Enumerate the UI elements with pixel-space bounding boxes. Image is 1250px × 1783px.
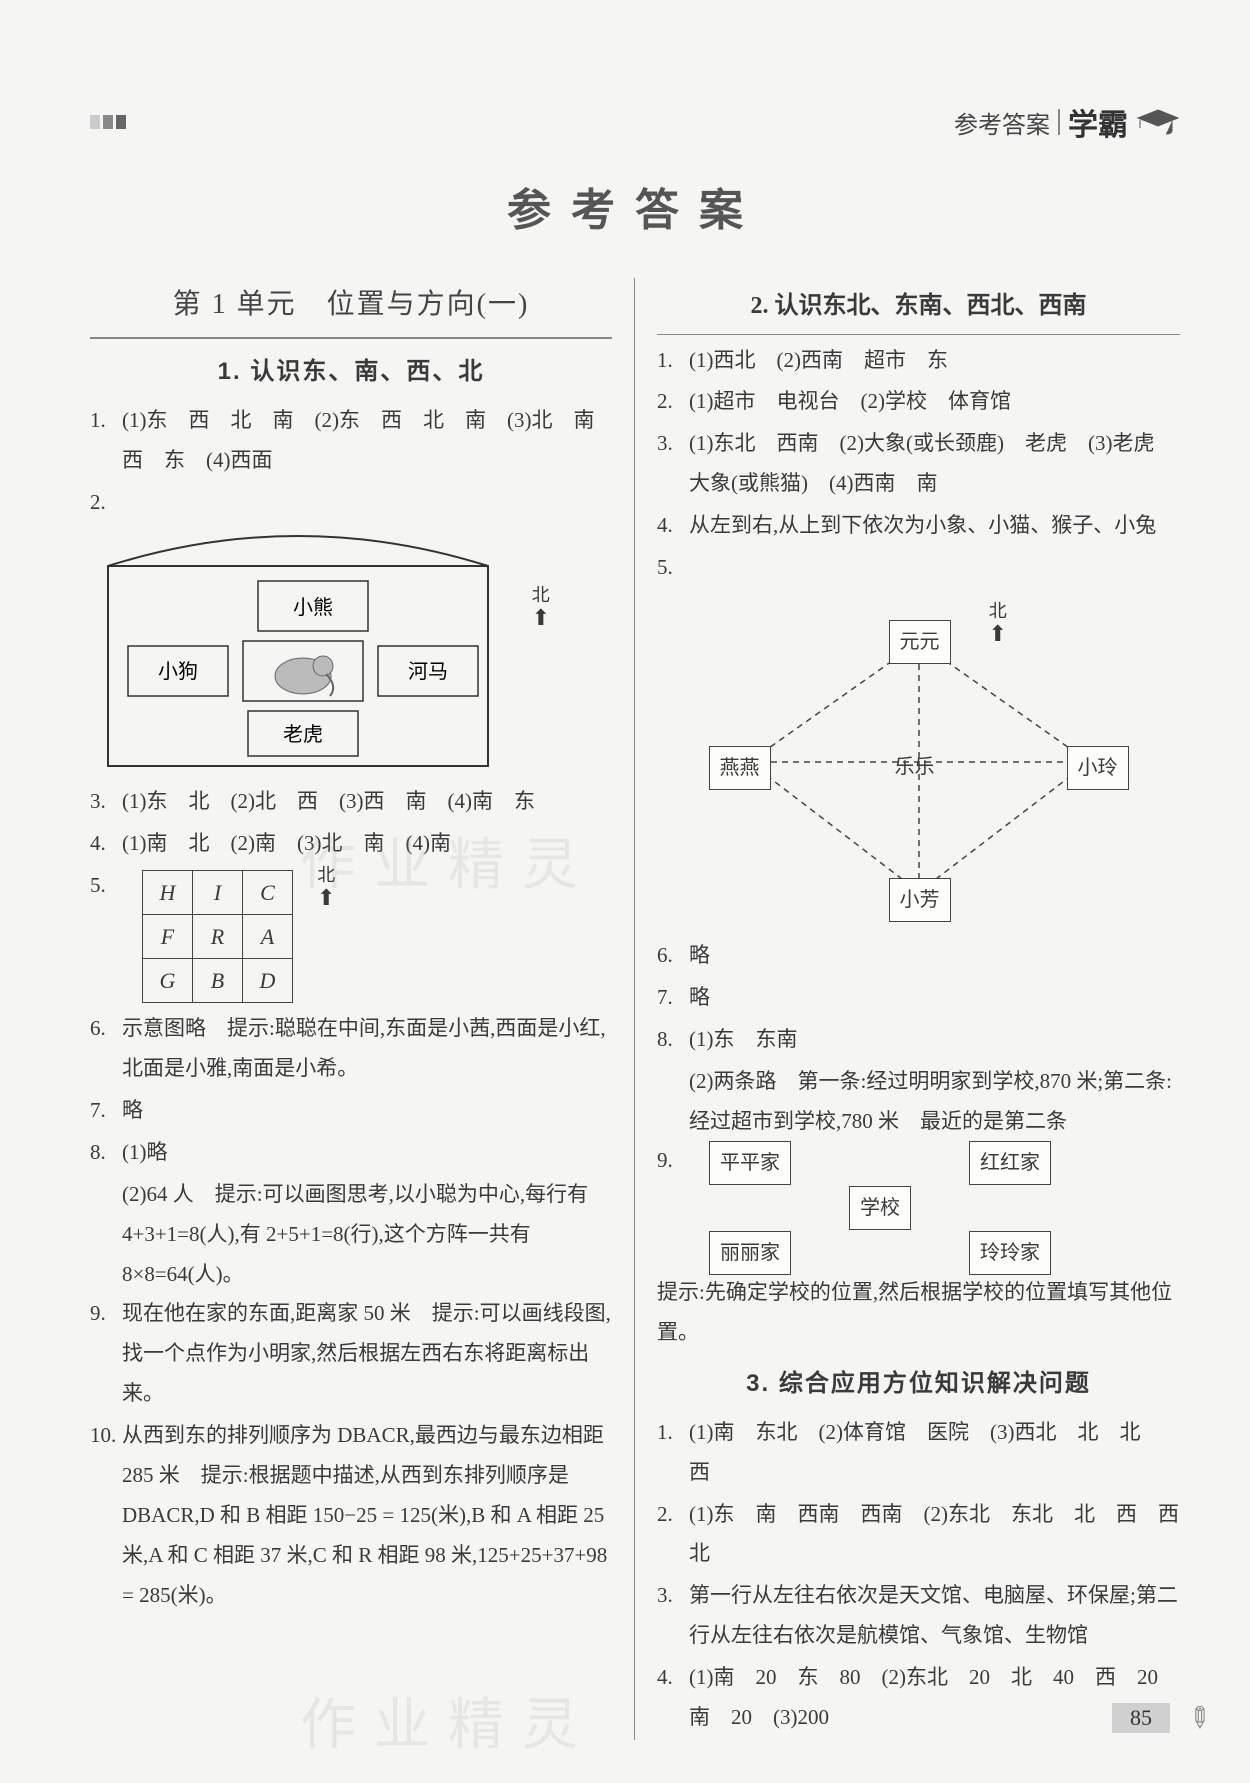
page-header: 参考答案 学霸: [90, 100, 1180, 144]
unit-title: 第 1 单元 位置与方向(一): [90, 278, 612, 339]
node-right: 小玲: [1067, 746, 1129, 790]
page-title: 参考答案: [90, 174, 1180, 238]
q4-text: (1)南 北 (2)南 (3)北 南 (4)南: [122, 824, 612, 864]
header-right: 参考答案 学霸: [954, 100, 1180, 144]
page-number: 85: [1112, 1703, 1170, 1733]
box-lili: 丽丽家: [709, 1231, 791, 1275]
s3q1: 1.(1)南 东北 (2)体育馆 医院 (3)西北 北 北 西: [657, 1413, 1180, 1493]
q3: 3. (1)东 北 (2)北 西 (3)西 南 (4)南 东: [90, 782, 612, 822]
node-left: 燕燕: [709, 746, 771, 790]
north-indicator: 北⬆: [532, 586, 550, 630]
box-honghong: 红红家: [969, 1141, 1051, 1185]
s2q7: 7.略: [657, 978, 1180, 1018]
s2q2: 2.(1)超市 电视台 (2)学校 体育馆: [657, 382, 1180, 422]
north-indicator: 北⬆: [989, 602, 1007, 646]
graduation-cap-icon: [1136, 108, 1180, 136]
header-marks: [90, 115, 126, 129]
q3-text: (1)东 北 (2)北 西 (3)西 南 (4)南 东: [122, 782, 612, 822]
s3q3: 3.第一行从左往右依次是天文馆、电脑屋、环保屋;第二行从左往右依次是航模馆、气象…: [657, 1576, 1180, 1656]
q2-house-diagram: 小熊 小狗 河马 老虎 北⬆: [98, 526, 528, 776]
north-indicator: 北⬆: [317, 866, 335, 910]
s2q4: 4.从左到右,从上到下依次为小象、小猫、猴子、小兔: [657, 506, 1180, 546]
s2q6: 6.略: [657, 936, 1180, 976]
section-1-title: 1. 认识东、南、西、北: [90, 349, 612, 395]
svg-text:小狗: 小狗: [158, 660, 198, 683]
box-pingping: 平平家: [709, 1141, 791, 1185]
q10-text: 从西到东的排列顺序为 DBACR,最西边与最东边相距 285 米 提示:根据题中…: [122, 1416, 612, 1615]
svg-text:老虎: 老虎: [283, 723, 323, 746]
q1-text: (1)东 西 北 南 (2)东 西 北 南 (3)北 南 西 东 (4)西面: [122, 401, 612, 481]
s2q8: 8.(1)东 东南: [657, 1020, 1180, 1060]
content-columns: 第 1 单元 位置与方向(一) 1. 认识东、南、西、北 1. (1)东 西 北…: [90, 278, 1180, 1740]
q9: 9. 现在他在家的东面,距离家 50 米 提示:可以画线段图,找一个点作为小明家…: [90, 1294, 612, 1414]
q5: 5. HIC FRA GBD 北⬆: [90, 866, 612, 1007]
svg-text:河马: 河马: [408, 660, 448, 683]
header-brand: 学霸: [1068, 100, 1128, 144]
q8: 8. (1)略: [90, 1133, 612, 1173]
q6: 6. 示意图略 提示:聪聪在中间,东面是小茜,西面是小红,北面是小雅,南面是小希…: [90, 1009, 612, 1089]
section-2-title: 2. 认识东北、东南、西北、西南: [657, 284, 1180, 335]
s3q2: 2.(1)东 南 西南 西南 (2)东北 东北 北 西 西北: [657, 1495, 1180, 1575]
q8a-text: (1)略: [122, 1133, 612, 1173]
pencil-icon: ✎: [1178, 1698, 1219, 1739]
right-column: 2. 认识东北、东南、西北、西南 1.(1)西北 (2)西南 超市 东 2.(1…: [635, 278, 1180, 1740]
node-center: 乐乐: [895, 748, 935, 786]
q1: 1. (1)东 西 北 南 (2)东 西 北 南 (3)北 南 西 东 (4)西…: [90, 401, 612, 481]
q10: 10. 从西到东的排列顺序为 DBACR,最西边与最东边相距 285 米 提示:…: [90, 1416, 612, 1615]
left-column: 第 1 单元 位置与方向(一) 1. 认识东、南、西、北 1. (1)东 西 北…: [90, 278, 635, 1740]
q9-text: 现在他在家的东面,距离家 50 米 提示:可以画线段图,找一个点作为小明家,然后…: [122, 1294, 612, 1414]
label-bear: 小熊: [293, 596, 333, 619]
s2q3: 3.(1)东北 西南 (2)大象(或长颈鹿) 老虎 (3)老虎 大象(或熊猫) …: [657, 424, 1180, 504]
s3q4: 4.(1)南 20 东 80 (2)东北 20 北 40 西 20 南 20 (…: [657, 1658, 1180, 1738]
node-bottom: 小芳: [889, 878, 951, 922]
s2q9: 9. 平平家 红红家 学校 丽丽家 玲玲家: [657, 1141, 1180, 1271]
q5-diagram: 北⬆ 元元 燕燕 乐乐 小玲 小芳: [679, 592, 1159, 932]
node-top: 元元: [889, 620, 951, 664]
section-3-title: 3. 综合应用方位知识解决问题: [657, 1361, 1180, 1407]
box-school: 学校: [849, 1186, 911, 1230]
header-label: 参考答案: [954, 105, 1050, 140]
s2q5: 5.: [657, 548, 1180, 588]
q8b-text: (2)64 人 提示:可以画图思考,以小聪为中心,每行有 4+3+1=8(人),…: [90, 1175, 612, 1295]
s2q8b: (2)两条路 第一条:经过明明家到学校,870 米;第二条:经过超市到学校,78…: [657, 1062, 1180, 1142]
q6-text: 示意图略 提示:聪聪在中间,东面是小茜,西面是小红,北面是小雅,南面是小希。: [122, 1009, 612, 1089]
q7: 7. 略: [90, 1091, 612, 1131]
s2q9-hint: 提示:先确定学校的位置,然后根据学校的位置填写其他位置。: [657, 1273, 1180, 1353]
q9-boxes: 平平家 红红家 学校 丽丽家 玲玲家: [709, 1141, 1180, 1271]
box-lingling: 玲玲家: [969, 1231, 1051, 1275]
q7-text: 略: [122, 1091, 612, 1131]
q4: 4. (1)南 北 (2)南 (3)北 南 (4)南: [90, 824, 612, 864]
q2: 2.: [90, 483, 612, 523]
s2q1: 1.(1)西北 (2)西南 超市 东: [657, 341, 1180, 381]
q5-grid: HIC FRA GBD: [142, 870, 293, 1003]
